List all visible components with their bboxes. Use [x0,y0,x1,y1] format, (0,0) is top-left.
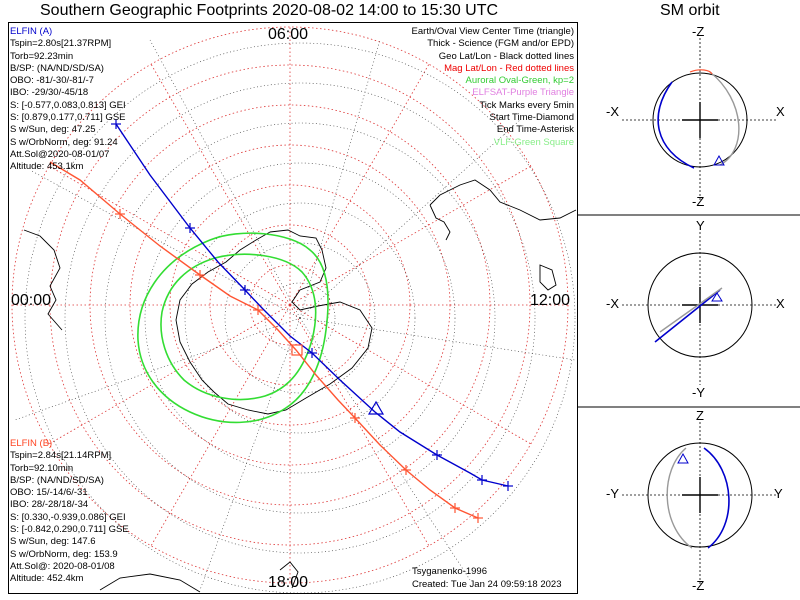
elfin-a-line: OBO: -81/-30/-81/-7 [10,75,94,87]
orbit-2-bottom-label: -Y [692,385,705,400]
elfin-a-line: Torb=92.23min [10,50,74,62]
africa-outline [23,229,63,331]
elfin-a-center-triangle [367,400,385,415]
elfin-b-track [49,161,479,519]
elfin-a-line: Tspin=2.80s[21.37RPM] [10,38,112,50]
map-title: Southern Geographic Footprints 2020-08-0… [40,2,499,19]
elfin-a-line: IBO: -29/30/-45/18 [10,87,89,99]
time-label-right: 12:00 [530,292,571,309]
new-zealand-outline [279,561,299,589]
auroral-oval-outer [137,232,329,424]
legend-item: Geo Lat/Lon - Black dotted lines [438,50,574,62]
legend-item: Auroral Oval-Green, kp=2 [465,75,574,87]
elfin-a-info: ELFIN (A) Tspin=2.80s[21.37RPM] Torb=92.… [10,26,126,174]
orbit-panel-3 [622,422,778,585]
legend-item: Earth/Oval View Center Time (triangle) [411,26,574,37]
legend: Earth/Oval View Center Time (triangle) T… [412,26,574,149]
orbit-2-left-label: -X [606,296,619,311]
time-label-bottom: 18:00 [268,574,309,591]
legend-item: VLF-Green Square [493,136,574,148]
elfin-b-line: S: [0.330,-0.939,0.086] GEI [10,511,126,523]
elfin-b-line: Tspin=2.84s[21.14RPM] [10,450,112,462]
elfin-b-info: ELFIN (B) Tspin=2.84s[21.14RPM] Torb=92.… [10,438,129,586]
elfin-b-line: S w/OrbNorm, deg: 153.9 [10,548,118,560]
elfin-b-center-square [291,344,303,356]
elfin-b-line: IBO: 28/-28/18/-34 [10,499,89,511]
elfin-a-line: S w/OrbNorm, deg: 91.24 [10,136,118,148]
antarctica-outline [175,229,373,415]
australia-outline [99,573,201,593]
elfin-b-name: ELFIN (B) [10,438,53,449]
orbit-3-left-label: -Y [606,486,619,501]
elfin-a-track [115,123,509,487]
elfin-a-line: B/SP: (NA/ND/SD/SA) [10,62,104,74]
created-timestamp: Created: Tue Jan 24 09:59:18 2023 [412,579,562,590]
legend-item: Start Time-Diamond [489,112,574,124]
orbit-2-top-label: Y [696,218,705,233]
orbit-1-left-label: -X [606,104,619,119]
elfin-a-ticks [111,119,513,491]
elfin-b-line: B/SP: (NA/ND/SD/SA) [10,474,104,486]
map-panel [8,22,578,594]
elfin-a-name: ELFIN (A) [10,26,53,37]
orbit-1-right-label: X [776,104,785,119]
orbit-panels-frame [578,214,800,408]
elfin-b-line: Altitude: 452.4km [10,573,84,585]
elfin-a-line: Att.Sol@2020-08-01/07 [10,148,110,160]
island-outline [539,264,557,291]
elfin-b-line: Att.Sol@: 2020-08-01/08 [10,560,115,572]
orbit-panel-1 [622,38,778,200]
elfin-b-line: S: [-0.842,0.290,0.711] GSE [10,524,129,536]
orbit-1-top-label: -Z [692,24,705,39]
auroral-oval-inner [160,253,317,401]
legend-item: End Time-Asterisk [496,124,574,136]
legend-item: Thick - Science (FGM and/or EPD) [427,38,574,50]
legend-item: Mag Lat/Lon - Red dotted lines [444,62,574,74]
geo-lon-lines [14,39,576,591]
orbit-3-top-label: Z [696,408,704,423]
elfin-a-line: Altitude: 453.1km [10,161,84,173]
elfin-a-line: S: [0.879,0.177,0.711] GSE [10,112,126,124]
time-label-top: 06:00 [268,26,309,43]
elfin-a-line: S: [-0.577,0.083,0.813] GEI [10,99,126,111]
orbit-3-right-label: Y [774,486,783,501]
orbit-title: SM orbit [660,2,720,19]
orbit-1-bottom-label: -Z [692,194,705,209]
orbit-panel-2 [622,232,778,385]
time-label-left: 00:00 [11,292,52,309]
orbit-2-right-label: X [776,296,785,311]
orbit-3-bottom-label: -Z [692,578,705,593]
model-credit: Tsyganenko-1996 [412,566,487,577]
elfin-b-ticks [115,209,483,523]
elfin-a-line: S w/Sun, deg: 47.25 [10,124,96,136]
elfin-b-line: OBO: 15/-14/6/-31 [10,487,88,499]
elfin-b-line: Torb=92.10min [10,462,74,474]
elfin-b-line: S w/Sun, deg: 147.6 [10,536,96,548]
geo-lat-circles [24,42,576,593]
legend-item: Tick Marks every 5min [479,99,574,111]
south-america-outline [429,179,577,241]
legend-item: ELFSAT-Purple Triangle [472,87,574,99]
